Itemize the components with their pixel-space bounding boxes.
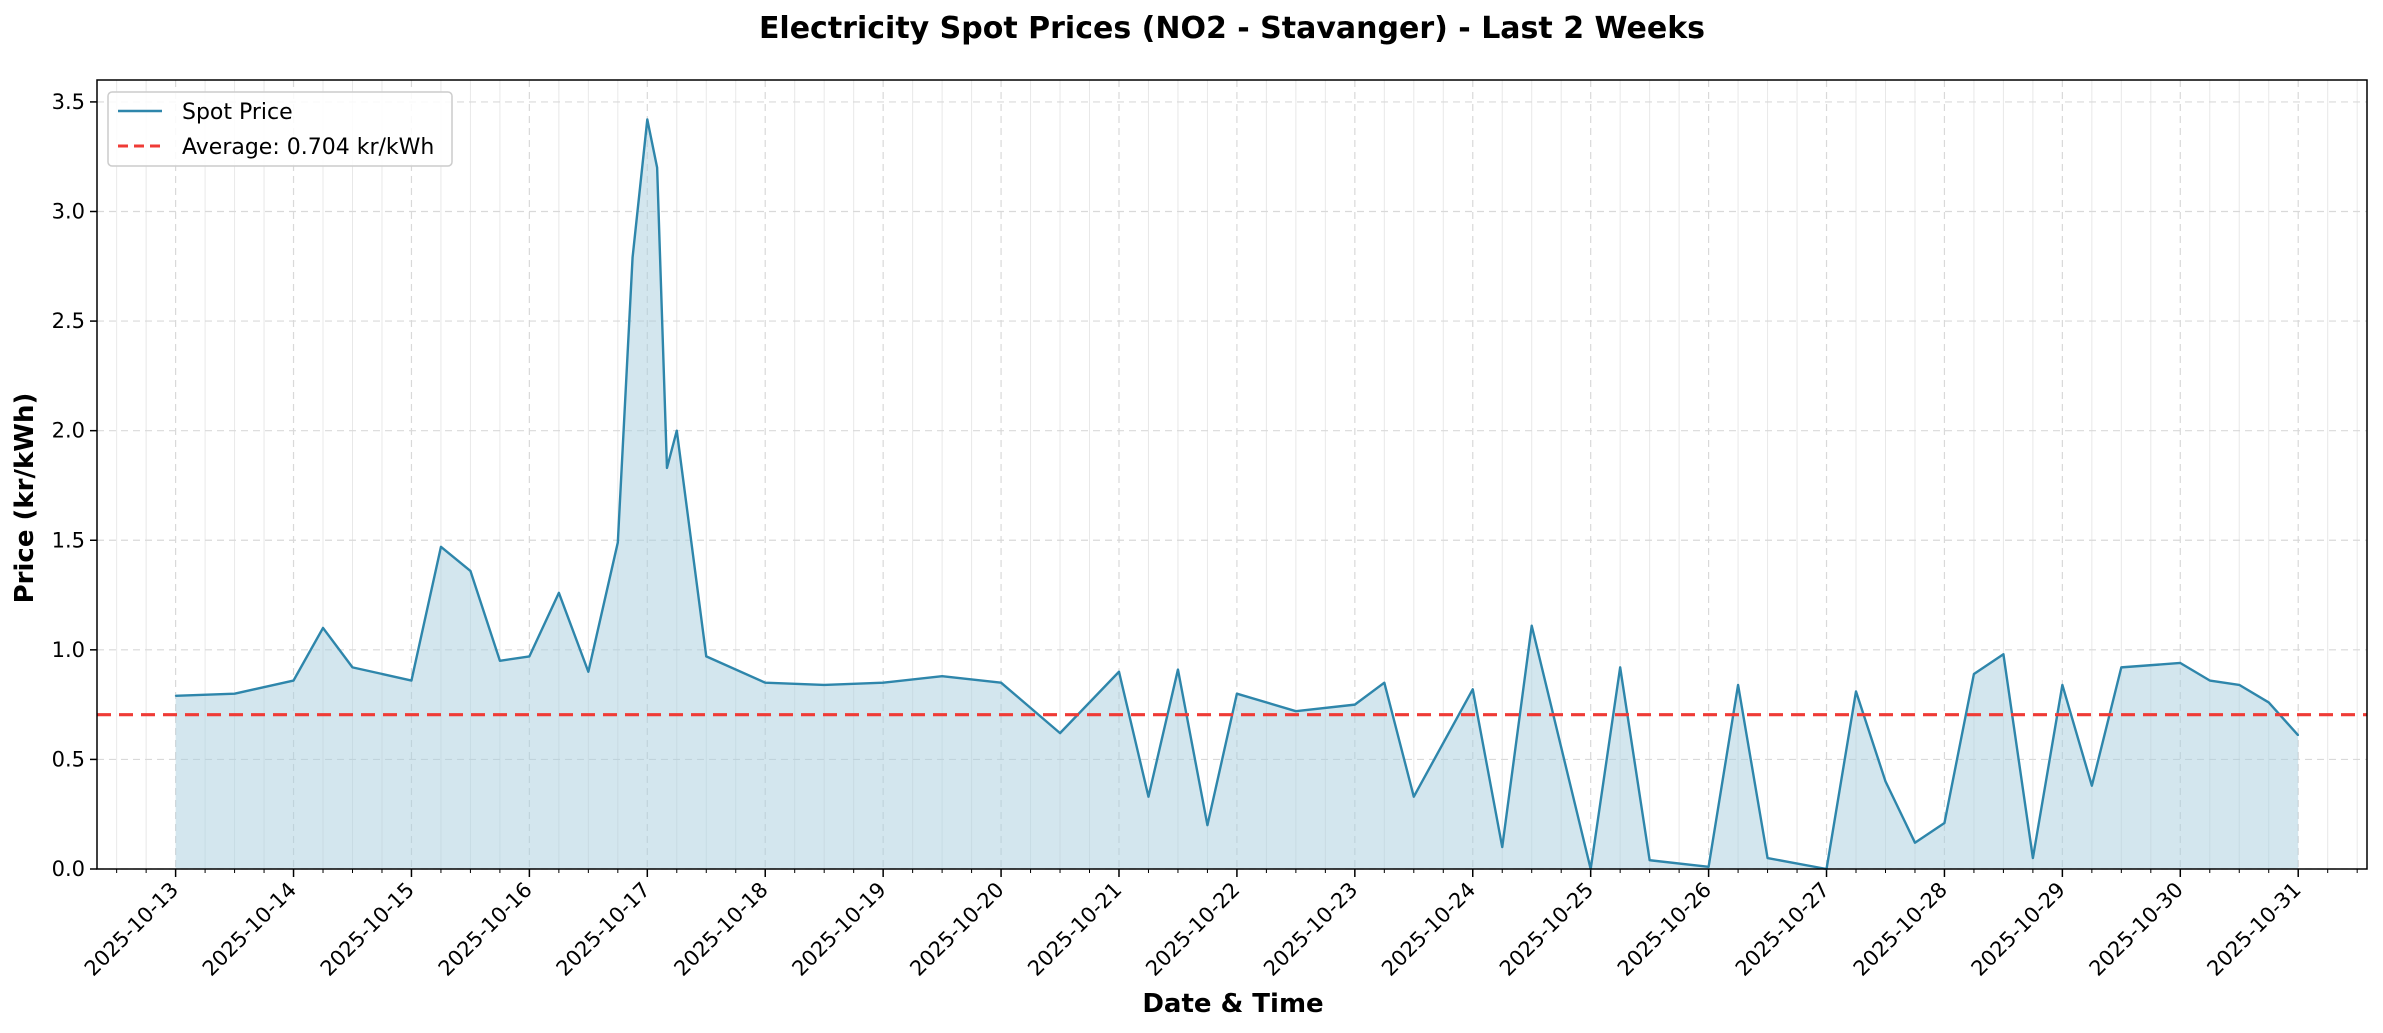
plot-frame [96,79,2368,870]
spot-price-point [233,692,236,695]
spot-price-point [941,675,943,677]
y-tick-label: 3.0 [52,200,85,224]
spot-price-point [1943,822,1946,824]
spot-price-point [440,546,442,548]
spot-price-point [558,592,560,594]
spot-price-point [705,655,708,658]
spot-price-point [1000,681,1002,684]
spot-price-point [1648,859,1651,862]
x-axis-label: Date & Time [1142,989,1323,1019]
spot-price-point [469,570,472,572]
chart-title: Electricity Spot Prices (NO2 - Stavanger… [759,11,1705,46]
spot-price-point [292,679,295,682]
spot-price-point [1855,690,1857,693]
spot-price-point [1737,684,1739,686]
spot-price-point [2267,701,2270,704]
spot-price-point [2091,784,2093,787]
y-tick-label: 1.0 [52,638,85,662]
spot-price-point [1236,692,1238,695]
spot-price-point [764,681,767,684]
spot-price-point [1059,732,1061,734]
spot-price-point [1501,846,1504,848]
y-tick-label: 3.5 [52,90,85,114]
spot-price-point [2238,684,2241,686]
spot-price-point [2032,857,2034,859]
spot-price-point [646,118,649,121]
spot-price-point [1412,795,1415,798]
spot-price-point [1471,688,1474,691]
spot-price-point [656,166,658,169]
spot-price-point [528,655,531,658]
spot-price-point [2297,734,2300,737]
spot-price-point [617,541,619,544]
legend: Spot Price Average: 0.704 kr/kWh [107,91,453,167]
spot-price-point [587,670,590,673]
spot-price-point [1914,841,1916,844]
spot-price-point [2061,684,2064,686]
y-tick-label: 0.5 [52,747,85,771]
spot-price-point [2002,653,2005,656]
y-tick-label: 1.5 [52,528,85,552]
spot-price-point [174,695,177,697]
spot-price-point [1973,673,1975,675]
spot-price-point [1118,670,1120,673]
y-axis-label: Price (kr/kWh) [10,393,40,604]
spot-price-point [631,256,634,259]
spot-price-point [322,627,324,629]
spot-price-point [499,659,501,662]
spot-price-point [1766,857,1769,859]
spot-price-point [1383,681,1386,684]
spot-price-point [1354,703,1356,706]
legend-label-average: Average: 0.704 kr/kWh [182,135,434,160]
spot-price-point [1707,866,1710,868]
spot-price-point [1619,666,1621,669]
price-area-fill [175,119,2299,869]
y-tick-label: 2.0 [52,419,85,443]
spot-price-point [1177,668,1179,671]
spot-price-point [1884,780,1887,783]
spot-price-point [2179,662,2182,664]
spot-price-point [410,679,413,682]
legend-box [107,91,453,167]
y-tick-label: 2.5 [52,309,85,333]
spot-price-point [1530,624,1533,627]
spot-price-point [823,684,825,686]
spot-price-point [2208,679,2211,682]
spot-price-point [675,429,678,432]
spot-price-point [882,681,884,684]
spot-price-point [2120,666,2123,669]
spot-price-point [1295,710,1297,712]
y-tick-label: 0.0 [52,857,85,881]
spot-price-point [351,666,354,669]
spot-price-point [1147,795,1150,798]
legend-label-spot-price: Spot Price [182,100,293,125]
spot-price-point [1206,824,1209,826]
spot-price-point [666,467,668,469]
